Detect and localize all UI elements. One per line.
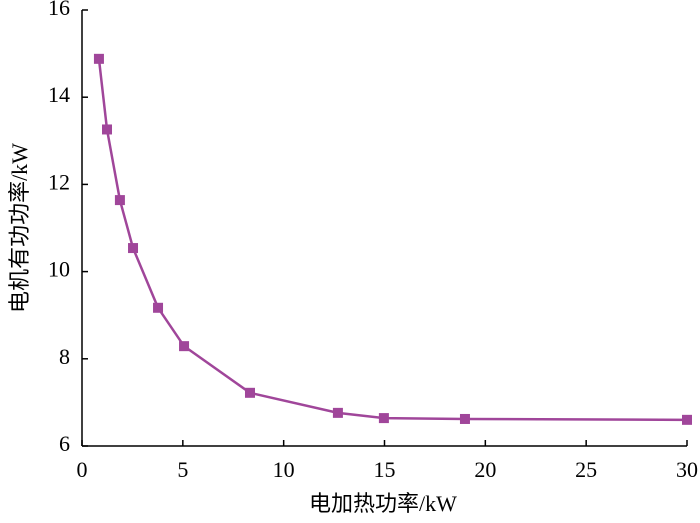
point-marker: [682, 414, 692, 425]
y-tick-label: 14: [48, 82, 70, 107]
y-tick-label: 16: [48, 0, 70, 20]
point-marker: [93, 53, 104, 64]
x-axis-label: 电加热功率/kW: [309, 491, 457, 516]
y-tick-label: 6: [59, 431, 70, 456]
series-line: [97, 58, 688, 422]
x-tick-label: 30: [676, 457, 698, 482]
point-marker: [332, 407, 343, 418]
point-marker: [378, 413, 389, 424]
x-tick-label: 0: [77, 457, 88, 482]
y-tick-label: 10: [48, 257, 70, 282]
point-marker: [153, 302, 164, 313]
x-tick-label: 10: [273, 457, 295, 482]
x-tick-label: 20: [474, 457, 496, 482]
point-marker: [114, 195, 125, 206]
x-tick-label: 15: [374, 457, 396, 482]
point-marker: [179, 341, 190, 352]
y-axis-label: 电机有功功率/kW: [7, 143, 32, 313]
point-marker: [244, 387, 255, 398]
y-tick-label: 8: [59, 344, 70, 369]
x-tick-label: 5: [177, 457, 188, 482]
x-tick-label: 25: [575, 457, 597, 482]
point-marker: [102, 124, 113, 135]
point-marker: [459, 413, 470, 424]
point-marker: [128, 243, 139, 254]
y-tick-label: 12: [48, 169, 70, 194]
